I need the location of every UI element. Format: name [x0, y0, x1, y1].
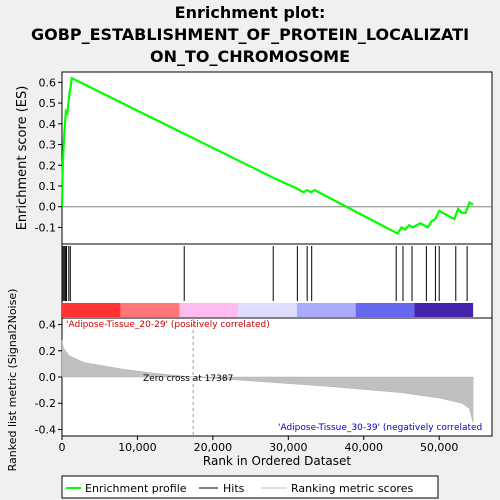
axis-layer: -0.1 0.0 0.1 0.2 0.3 0.4 0.5 0.6 -0.4 -0.2 0.0 0.2 0… — [35, 76, 459, 454]
es-y-tick-label: 0.5 — [39, 97, 57, 110]
hits-layer — [62, 246, 474, 317]
ranking-color-band — [414, 303, 474, 317]
ranking-metric-area — [61, 340, 474, 423]
chart-title-line-2: GOBP_ESTABLISHMENT_OF_PROTEIN_LOCALIZATI — [31, 25, 469, 44]
ranking-color-band — [179, 303, 239, 317]
ranking-y-tick-label: -0.2 — [35, 397, 56, 410]
es-y-tick-label: 0.3 — [39, 139, 57, 152]
x-tick-label: 30,000 — [269, 441, 308, 454]
es-layer — [60, 76, 492, 236]
es-y-tick-label: -0.1 — [35, 221, 56, 234]
es-y-tick-label: 0.1 — [39, 180, 57, 193]
ranking-layer — [61, 318, 474, 436]
chart-title-line-3: ON_TO_CHROMOSOME — [150, 47, 350, 66]
positive-correlation-label: 'Adipose-Tissue_20-29' (positively corre… — [66, 320, 270, 330]
legend-hits-label: Hits — [223, 482, 245, 495]
x-axis-label: Rank in Ordered Dataset — [203, 454, 351, 468]
zero-cross-label: Zero cross at 17387 — [143, 374, 233, 384]
negative-correlation-label: 'Adipose-Tissue_30-39' (negatively corre… — [278, 423, 482, 433]
es-y-tick-label: 0.2 — [39, 159, 57, 172]
chart-title-line-1: Enrichment plot: — [175, 3, 326, 22]
x-tick-label: 50,000 — [420, 441, 459, 454]
es-y-axis-label: Enrichment score (ES) — [15, 86, 30, 231]
legend-enrichment-label: Enrichment profile — [85, 482, 187, 495]
ranking-color-band — [120, 303, 180, 317]
ranking-color-band — [62, 303, 121, 317]
x-tick-label: 40,000 — [345, 441, 384, 454]
legend-box — [61, 475, 439, 499]
es-y-tick-label: 0.0 — [39, 201, 57, 214]
x-tick-label: 20,000 — [194, 441, 233, 454]
ranking-color-band — [355, 303, 415, 317]
es-y-tick-label: 0.6 — [39, 76, 57, 89]
ranking-color-band — [296, 303, 356, 317]
x-tick-label: 0 — [59, 441, 66, 454]
es-panel — [61, 71, 493, 245]
ranking-y-tick-label: 0.2 — [39, 345, 57, 358]
legend-ranking-label: Ranking metric scores — [291, 482, 413, 495]
ranking-color-band — [238, 303, 297, 317]
x-tick-label: 10,000 — [118, 441, 157, 454]
ranking-y-tick-label: -0.4 — [35, 423, 56, 436]
ranking-y-axis-label: Ranked list metric (Signal2Noise) — [6, 289, 19, 472]
es-y-tick-label: 0.4 — [39, 118, 57, 131]
ranking-y-tick-label: 0.0 — [39, 371, 57, 384]
ranking-y-tick-label: 0.4 — [39, 319, 57, 332]
enrichment-profile-line — [60, 76, 474, 236]
